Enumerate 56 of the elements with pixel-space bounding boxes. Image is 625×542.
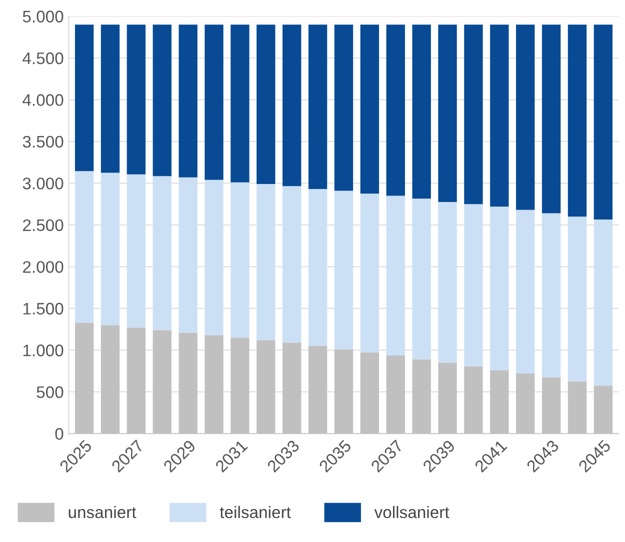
bar — [464, 24, 483, 204]
y-tick-label: 5.000 — [22, 10, 64, 22]
bar — [542, 213, 561, 378]
bar — [360, 24, 380, 194]
bar — [568, 216, 587, 382]
bar — [126, 24, 146, 174]
bar — [516, 210, 535, 374]
y-tick-label: 4.500 — [22, 52, 64, 64]
bar — [100, 24, 120, 173]
bar — [152, 24, 172, 176]
bar — [412, 24, 431, 199]
bar — [568, 24, 587, 217]
y-tick-label: 3.000 — [22, 178, 64, 190]
bar — [542, 24, 561, 214]
bar — [360, 194, 380, 352]
y-tick-label: 2.000 — [23, 261, 64, 273]
y-tick-label: 500 — [36, 386, 64, 398]
bar — [230, 182, 250, 338]
bar — [152, 176, 172, 330]
bar — [438, 24, 457, 202]
y-tick-label: 1.500 — [23, 302, 64, 315]
bar — [308, 189, 328, 346]
y-tick-label: 4.000 — [22, 94, 64, 106]
bar — [178, 177, 198, 333]
bar — [412, 198, 431, 360]
bar — [334, 190, 354, 350]
bar — [464, 204, 483, 366]
bar — [516, 24, 535, 210]
bar — [100, 172, 120, 326]
bar — [386, 196, 405, 356]
bar — [334, 24, 354, 191]
bar — [594, 220, 613, 386]
bar — [178, 24, 198, 178]
bar — [308, 24, 328, 190]
bar — [490, 24, 509, 207]
y-tick-label: 0 — [55, 428, 64, 440]
legend-label: vollsaniert — [374, 506, 450, 518]
bar — [256, 24, 276, 184]
bar — [386, 24, 405, 196]
bar — [438, 202, 457, 363]
legend-label: unsaniert — [68, 506, 136, 518]
bar — [126, 174, 146, 328]
bar — [256, 184, 276, 340]
bar — [204, 180, 224, 336]
y-tick-label: 2.500 — [23, 219, 64, 232]
bar — [204, 24, 224, 180]
bar — [74, 24, 94, 172]
y-tick-label: 1.000 — [23, 344, 64, 356]
bar — [282, 186, 302, 343]
legend-label: teilsaniert — [220, 506, 291, 518]
bar — [490, 206, 509, 370]
bar — [230, 24, 250, 182]
y-tick-label: 3.500 — [22, 136, 64, 148]
bar — [594, 24, 613, 220]
bar — [74, 171, 94, 323]
bar — [282, 24, 302, 186]
